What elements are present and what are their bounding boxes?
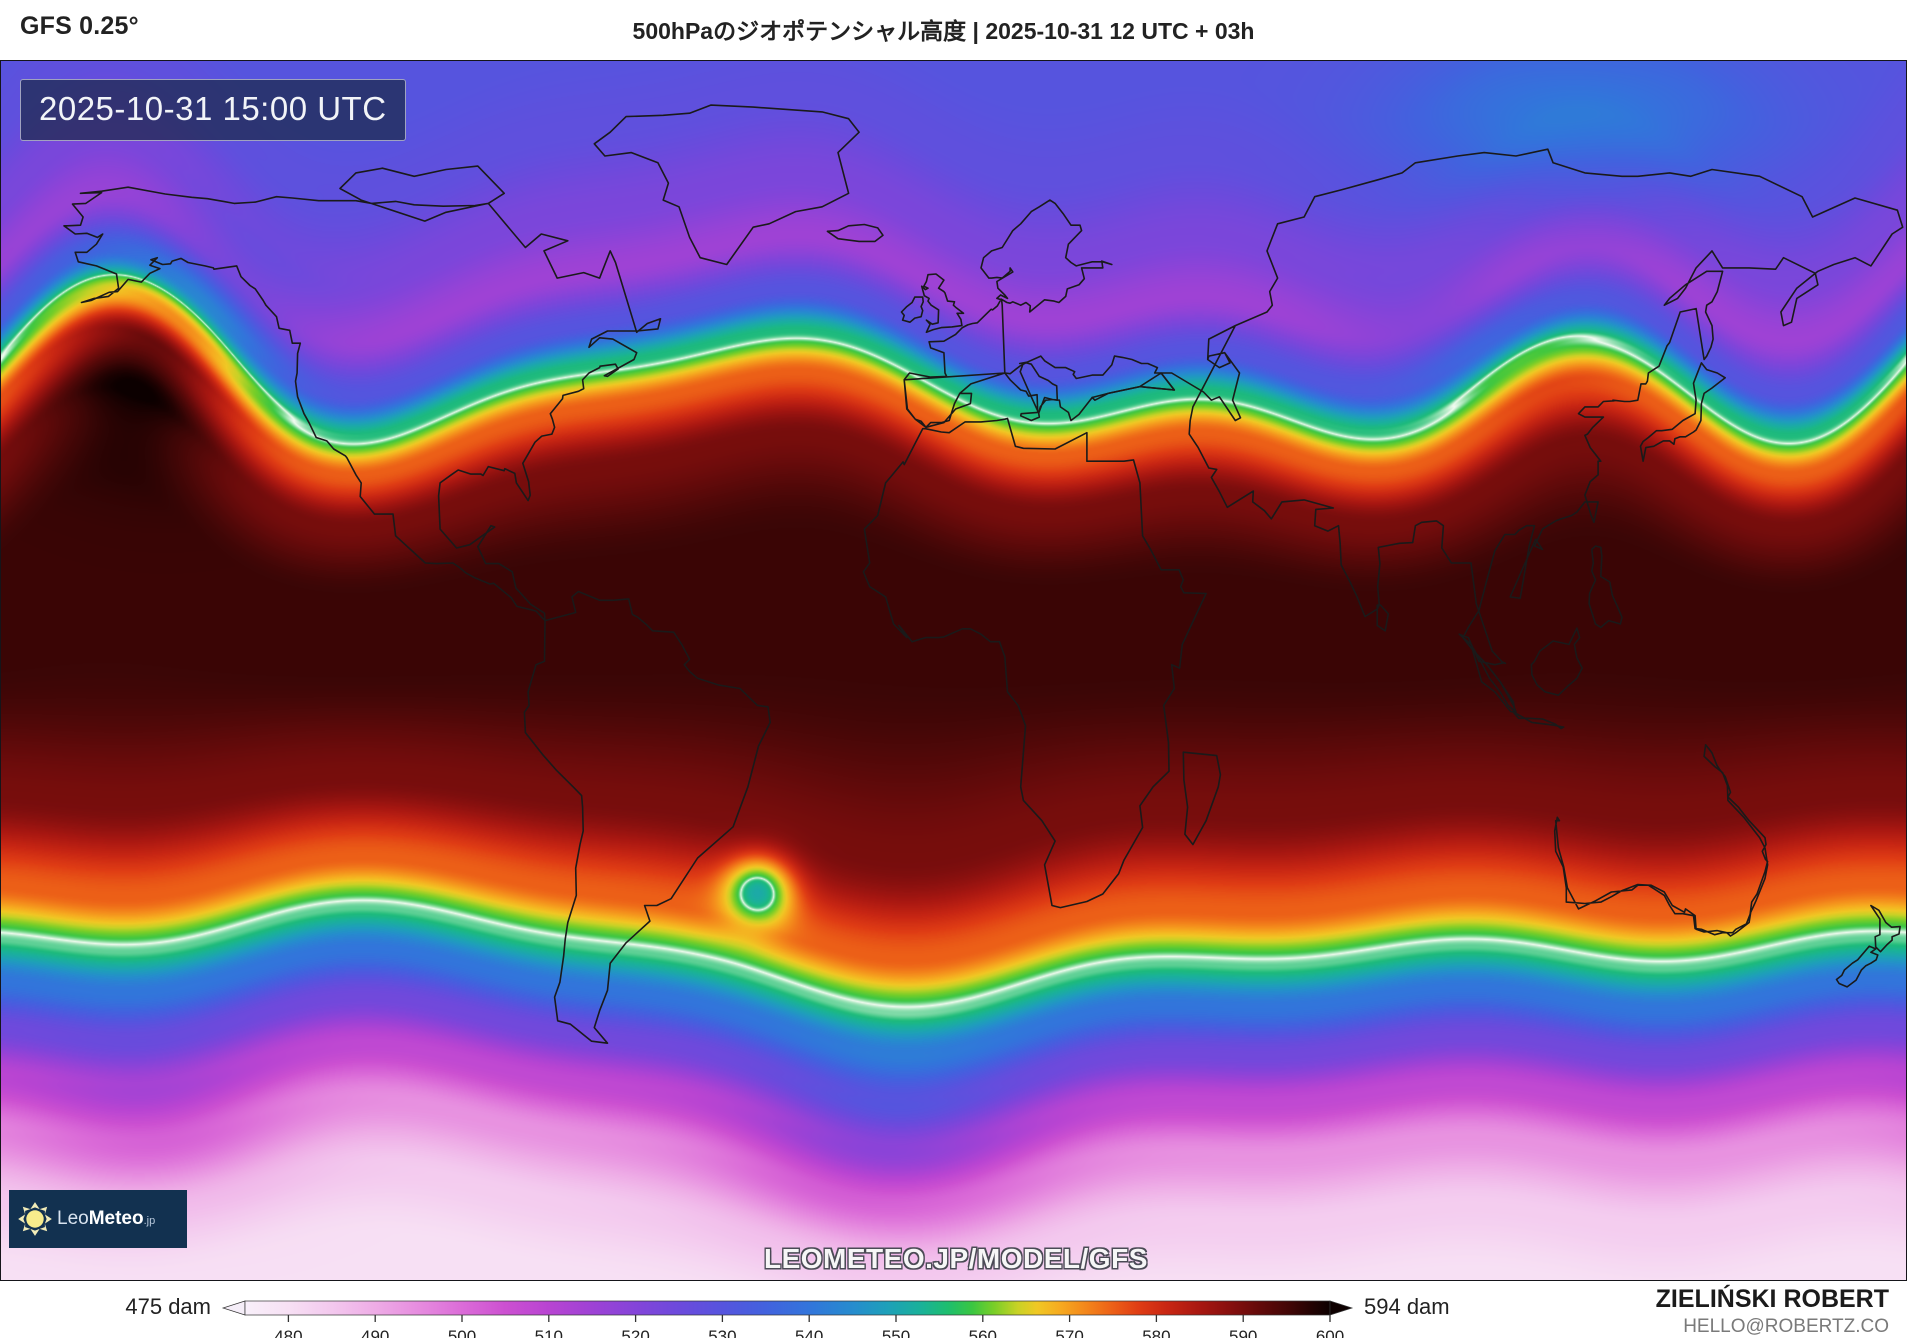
svg-text:594 dam: 594 dam — [1364, 1294, 1450, 1319]
svg-text:475 dam: 475 dam — [125, 1294, 211, 1319]
svg-text:480: 480 — [274, 1327, 302, 1338]
svg-text:550: 550 — [882, 1327, 910, 1338]
svg-text:540: 540 — [795, 1327, 823, 1338]
svg-text:510: 510 — [535, 1327, 563, 1338]
svg-text:580: 580 — [1142, 1327, 1170, 1338]
svg-text:530: 530 — [708, 1327, 736, 1338]
svg-text:500: 500 — [448, 1327, 476, 1338]
svg-text:560: 560 — [969, 1327, 997, 1338]
svg-text:600: 600 — [1316, 1327, 1344, 1338]
svg-text:570: 570 — [1055, 1327, 1083, 1338]
svg-text:590: 590 — [1229, 1327, 1257, 1338]
svg-text:520: 520 — [621, 1327, 649, 1338]
svg-text:490: 490 — [361, 1327, 389, 1338]
